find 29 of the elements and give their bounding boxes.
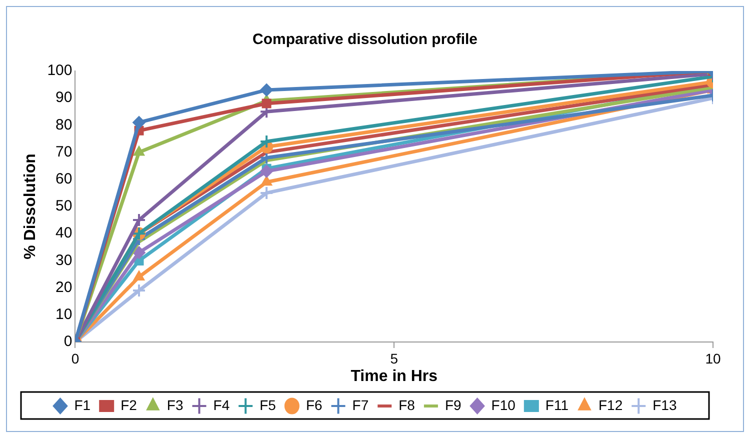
legend-label: F5: [260, 396, 276, 413]
y-tick-label: 90: [56, 89, 72, 106]
y-tick-label: 50: [56, 198, 72, 215]
x-tick-label: 5: [390, 350, 398, 366]
y-tick-label: 20: [56, 278, 72, 296]
legend-label: F10: [491, 396, 516, 413]
legend-label: F13: [652, 396, 677, 413]
legend-label: F9: [444, 396, 462, 413]
legend-label: F11: [545, 396, 569, 413]
legend-label: F12: [598, 396, 623, 413]
y-axis-title: % Dissolution: [22, 154, 40, 260]
y-tick-label: 70: [56, 143, 72, 160]
legend-label: F3: [166, 396, 184, 413]
x-axis-title: Time in Hrs: [350, 368, 438, 385]
y-tick-label: 0: [64, 333, 72, 350]
y-tick-label: 60: [56, 170, 72, 188]
legend-label: F6: [306, 396, 322, 413]
legend-label: F1: [74, 396, 91, 413]
y-tick-label: 10: [56, 306, 72, 324]
chart-title: Comparative dissolution profile: [252, 31, 478, 48]
legend-label: F7: [352, 396, 369, 413]
y-tick-label: 40: [56, 224, 72, 242]
legend-label: F4: [213, 396, 230, 413]
x-tick-label: 10: [705, 350, 721, 366]
y-tick-label: 100: [47, 62, 72, 80]
y-tick-label: 30: [56, 252, 72, 269]
legend-label: F8: [398, 396, 416, 413]
legend-label: F2: [120, 396, 138, 413]
y-tick-label: 80: [56, 116, 72, 134]
